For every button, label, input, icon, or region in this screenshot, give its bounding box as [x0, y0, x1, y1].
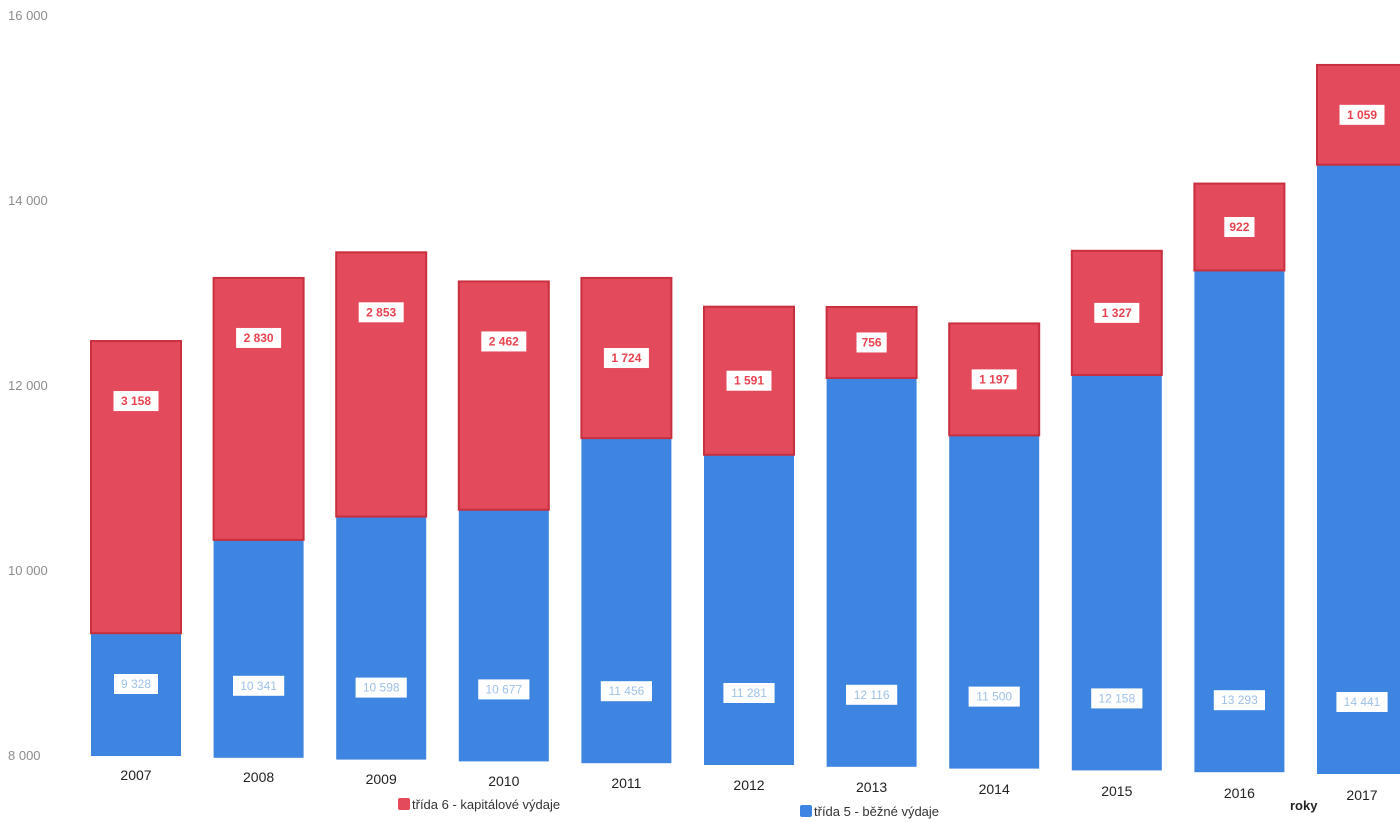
x-tick-label: 2014: [979, 781, 1010, 797]
value-label-box: [1339, 104, 1385, 125]
x-tick-label: 2015: [1101, 783, 1132, 799]
value-label-current: 13 293: [1221, 693, 1258, 707]
x-tick-label: 2012: [733, 777, 764, 793]
bar-segment-current-expenditures: [458, 509, 549, 762]
value-label-box: [723, 683, 775, 703]
bar-segment-capital-expenditures: [457, 280, 550, 511]
value-label-box: [478, 679, 530, 700]
bar-segment-capital-expenditures: [212, 276, 305, 541]
bar-segment-current-expenditures: [581, 438, 672, 764]
value-label-current: 12 158: [1098, 691, 1135, 705]
y-tick-label: 16 000: [8, 8, 48, 23]
bar-segment-current-expenditures: [1317, 164, 1400, 774]
x-tick-label: 2013: [856, 779, 887, 795]
y-axis: 8 000 10 000 12 000 14 000 16 000: [8, 8, 48, 763]
value-label-current: 10 598: [363, 681, 400, 695]
x-tick-label: 2011: [611, 775, 641, 791]
value-label-box: [236, 327, 282, 348]
value-label-current: 11 281: [731, 686, 767, 700]
bar-segment-current-expenditures: [1071, 374, 1162, 771]
y-tick-label: 12 000: [8, 378, 48, 393]
bar-segment-current-expenditures: [704, 454, 794, 765]
value-label-box: [1224, 216, 1255, 237]
value-label-box: [355, 677, 407, 698]
value-label-capital: 922: [1229, 220, 1249, 234]
x-tick-label: 2007: [120, 767, 151, 783]
value-label-box: [1094, 302, 1140, 323]
x-tick-label: 2009: [366, 771, 397, 787]
legend-label: třída 6 - kapitálové výdaje: [412, 797, 560, 812]
value-label-current: 10 341: [240, 679, 277, 693]
value-label-capital: 756: [862, 335, 882, 349]
legend: třída 6 - kapitálové výdaje třída 5 - běž…: [398, 797, 939, 819]
value-label-current: 11 500: [976, 690, 1012, 704]
value-label-capital: 1 591: [734, 374, 764, 388]
value-label-capital: 2 853: [366, 305, 396, 319]
bar-segment-capital-expenditures: [90, 340, 182, 635]
bar-segment-current-expenditures: [91, 633, 181, 756]
x-tick-label: 2017: [1346, 787, 1377, 803]
value-label-capital: 3 158: [121, 394, 151, 408]
value-label-box: [600, 681, 652, 702]
value-label-current: 12 116: [854, 688, 890, 702]
value-label-box: [1213, 690, 1265, 711]
bar-segment-current-expenditures: [1194, 270, 1285, 773]
x-tick-label: 2010: [488, 773, 519, 789]
value-label-current: 10 677: [485, 682, 522, 696]
x-axis-title: roky: [1290, 798, 1318, 813]
y-tick-label: 14 000: [8, 193, 48, 208]
y-tick-label: 10 000: [8, 563, 48, 578]
bar-segment-current-expenditures: [949, 435, 1040, 769]
legend-swatch: [800, 805, 812, 817]
value-label-box: [971, 369, 1017, 390]
bar-segment-current-expenditures: [826, 377, 917, 767]
value-label-capital: 1 724: [611, 351, 641, 365]
y-tick-label: 8 000: [8, 748, 41, 763]
bar-segment-capital-expenditures: [335, 251, 428, 518]
legend-swatch: [398, 798, 410, 810]
value-label-capital: 1 059: [1347, 108, 1377, 122]
value-label-box: [358, 302, 404, 323]
x-tick-label: 2008: [243, 769, 274, 785]
value-label-box: [481, 331, 527, 352]
legend-label: třída 5 - běžné výdaje: [814, 804, 939, 819]
value-label-box: [968, 686, 1020, 707]
value-label-capital: 2 462: [489, 334, 519, 348]
value-label-box: [1091, 688, 1143, 709]
data-labels: 9 328 3 158 10 341 2 830 10 598 2 853 10 677 2 …: [113, 104, 1388, 712]
value-label-current: 9 328: [121, 677, 151, 691]
value-label-box: [114, 674, 158, 694]
x-tick-label: 2016: [1224, 785, 1255, 801]
x-axis: 2007 2008 2009 2010 2011 2012 2013 2014 2015 2016…: [120, 767, 1377, 813]
value-label-capital: 2 830: [244, 331, 274, 345]
value-label-box: [113, 391, 159, 412]
value-label-box: [603, 348, 649, 369]
value-label-current: 11 456: [608, 684, 644, 698]
value-label-box: [856, 332, 887, 353]
value-label-capital: 1 197: [979, 372, 1009, 386]
value-label-box: [726, 370, 772, 391]
value-label-capital: 1 327: [1102, 306, 1132, 320]
bar-segment-current-expenditures: [213, 539, 304, 758]
bar-segment-current-expenditures: [336, 516, 427, 760]
value-label-box: [1336, 692, 1388, 712]
value-label-current: 14 441: [1344, 695, 1381, 709]
bars: [90, 63, 1400, 774]
value-label-box: [233, 675, 285, 696]
value-label-box: [846, 684, 898, 705]
